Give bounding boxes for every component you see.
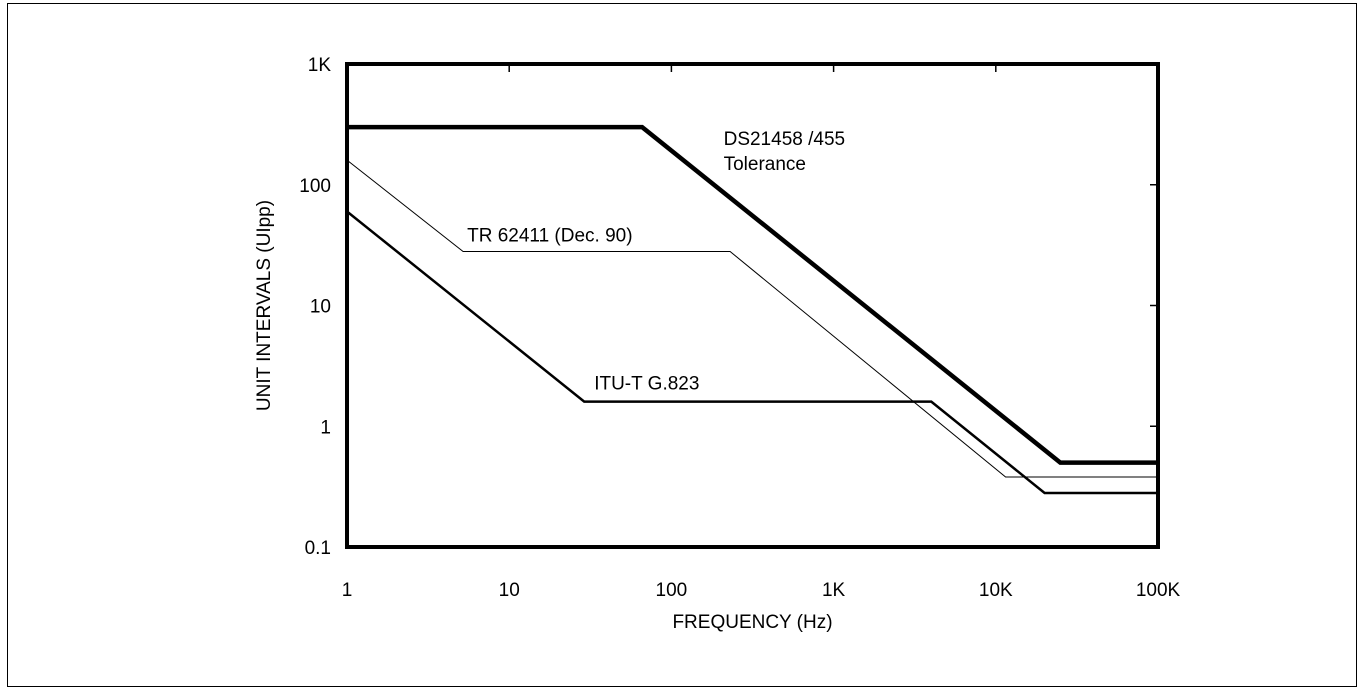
y-tick-label: 1K — [308, 55, 332, 76]
y-tick-label: 1 — [320, 417, 331, 438]
x-axis-title: FREQUENCY (Hz) — [672, 612, 832, 633]
x-tick-label: 1 — [342, 580, 353, 601]
figure-frame — [7, 3, 1357, 687]
y-axis-title: UNIT INTERVALS (UIpp) — [254, 200, 275, 411]
x-tick-label: 10K — [979, 580, 1013, 601]
series-line-3 — [346, 210, 1158, 495]
y-tick-label: 10 — [310, 297, 331, 318]
series-line-2 — [346, 159, 1158, 478]
series-annotation: TR 62411 (Dec. 90) — [467, 226, 632, 247]
x-tick-label: 100 — [656, 580, 688, 601]
x-tick-label: 1K — [822, 580, 846, 601]
y-tick-label: 0.1 — [305, 538, 331, 559]
series-line-1 — [347, 124, 1158, 465]
series-annotation: ITU-T G.823 — [594, 374, 699, 395]
y-tick-label: 100 — [299, 176, 331, 197]
x-tick-label: 100K — [1136, 580, 1181, 601]
x-tick-label: 10 — [499, 580, 520, 601]
series-annotation: DS21458 /455 — [724, 129, 846, 150]
series-annotation: Tolerance — [724, 154, 806, 175]
